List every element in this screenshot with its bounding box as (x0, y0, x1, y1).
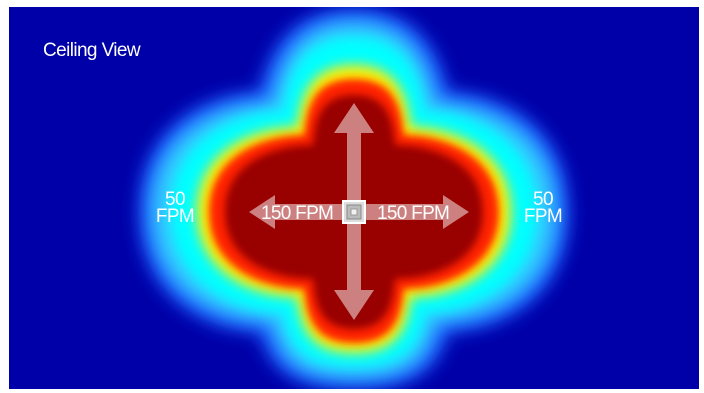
outer-velocity-label-right: 50 FPM (513, 189, 573, 227)
airflow-heatmap (139, 9, 569, 389)
outer-velocity-value-left: 50 (165, 189, 186, 210)
ceiling-view-diagram: Ceiling View 50 FPM 50 FPM 150 FPM 150 F… (9, 7, 699, 389)
throw-arrows (249, 103, 469, 320)
diagram-title: Ceiling View (43, 40, 141, 61)
ceiling-diffuser-icon (342, 200, 366, 224)
throw-arrow-up-icon (334, 103, 374, 203)
throw-arrow-left-icon (249, 195, 344, 229)
outer-velocity-label-left: 50 FPM (145, 189, 205, 227)
throw-arrow-right-icon (364, 195, 469, 229)
outer-velocity-unit-right: FPM (523, 206, 563, 227)
throw-arrow-down-icon (334, 221, 374, 320)
outer-velocity-value-right: 50 (533, 189, 554, 210)
outer-velocity-unit-left: FPM (155, 206, 195, 227)
inner-velocity-label-left: 150 FPM (261, 203, 334, 224)
inner-velocity-label-right: 150 FPM (377, 203, 450, 224)
